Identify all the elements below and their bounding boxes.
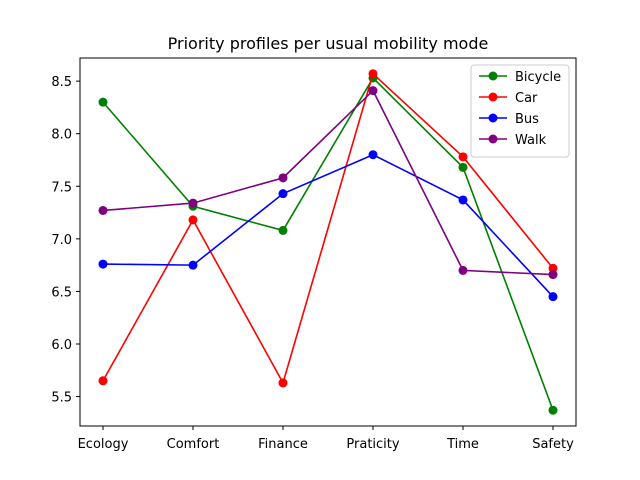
x-tick-label: Finance (258, 437, 308, 452)
x-tick-label: Safety (532, 437, 574, 452)
data-point-bicycle (278, 225, 288, 235)
data-point-bicycle (98, 97, 108, 107)
legend-label: Bicycle (515, 70, 561, 85)
legend-swatch-marker (488, 92, 498, 102)
data-point-bicycle (548, 405, 558, 415)
y-tick-label: 8.0 (51, 128, 72, 143)
series-line-bicycle (102, 76, 554, 411)
legend-label: Car (515, 91, 538, 106)
plot-frame (79, 57, 577, 427)
data-point-bus (548, 292, 558, 302)
series-walk (98, 86, 558, 280)
data-point-car (98, 376, 108, 386)
data-point-bus (98, 259, 108, 269)
data-point-walk (278, 173, 288, 183)
data-point-bus (278, 189, 288, 199)
legend: Bicycle Car Bus Walk (470, 64, 570, 158)
data-point-walk (98, 205, 108, 215)
legend-item-car: Car (479, 91, 538, 106)
data-point-car (458, 152, 468, 162)
y-tick-label: 6.5 (51, 285, 72, 300)
x-tick-label: Ecology (78, 437, 129, 452)
legend-label: Bus (515, 112, 539, 127)
y-tick-label: 8.5 (51, 75, 72, 90)
legend-swatch-marker (488, 113, 498, 123)
series-line-car (102, 72, 554, 385)
data-point-car (188, 215, 198, 225)
series-line-bus (102, 153, 554, 298)
axis-layer: Ecology Comfort Finance Praticity Time Safety… (51, 75, 574, 452)
x-tick-label: Time (446, 437, 479, 452)
legend-box (470, 64, 570, 158)
data-point-walk (458, 265, 468, 275)
legend-item-walk: Walk (479, 133, 547, 148)
legend-swatch-marker (488, 71, 498, 81)
series-layer (98, 69, 558, 415)
data-point-bicycle (458, 162, 468, 172)
data-point-walk (188, 198, 198, 208)
y-tick-label: 7.0 (51, 233, 72, 248)
data-point-bus (458, 195, 468, 205)
data-point-car (368, 69, 378, 79)
data-point-bus (368, 150, 378, 160)
data-point-walk (368, 86, 378, 96)
x-tick-label: Comfort (167, 437, 220, 452)
series-car (98, 69, 558, 388)
data-point-walk (548, 270, 558, 280)
legend-item-bicycle: Bicycle (479, 70, 561, 85)
y-tick-label: 5.5 (51, 391, 72, 406)
x-tick-label: Praticity (346, 437, 399, 452)
series-bus (98, 150, 558, 302)
y-tick-label: 6.0 (51, 338, 72, 353)
series-line-walk (102, 89, 554, 276)
y-tick-label: 7.5 (51, 180, 72, 195)
data-point-car (278, 378, 288, 388)
data-point-bus (188, 260, 198, 270)
legend-item-bus: Bus (479, 112, 539, 127)
data-point-car (548, 263, 558, 273)
chart-title: Priority profiles per usual mobility mod… (168, 34, 489, 53)
legend-label: Walk (515, 133, 547, 148)
legend-swatch-marker (488, 134, 498, 144)
